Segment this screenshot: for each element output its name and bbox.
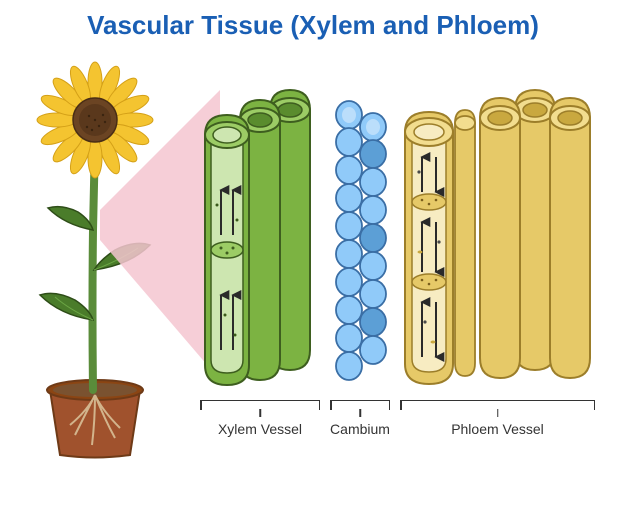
- xylem-vessels: [205, 90, 310, 385]
- xylem-label: Xylem Vessel: [200, 421, 320, 437]
- phloem-label: Phloem Vessel: [400, 421, 595, 437]
- xylem-bracket: Xylem Vessel: [200, 400, 320, 410]
- diagram-title: Vascular Tissue (Xylem and Phloem): [0, 10, 626, 41]
- tissue-cross-section: [200, 70, 600, 390]
- cambium-cells: [336, 101, 386, 380]
- cambium-bracket: Cambium: [330, 400, 390, 410]
- tissue-labels: Xylem Vessel Cambium Phloem Vessel: [200, 400, 600, 460]
- phloem-bracket: Phloem Vessel: [400, 400, 595, 410]
- phloem-vessels: [405, 90, 590, 384]
- cambium-label: Cambium: [330, 421, 390, 437]
